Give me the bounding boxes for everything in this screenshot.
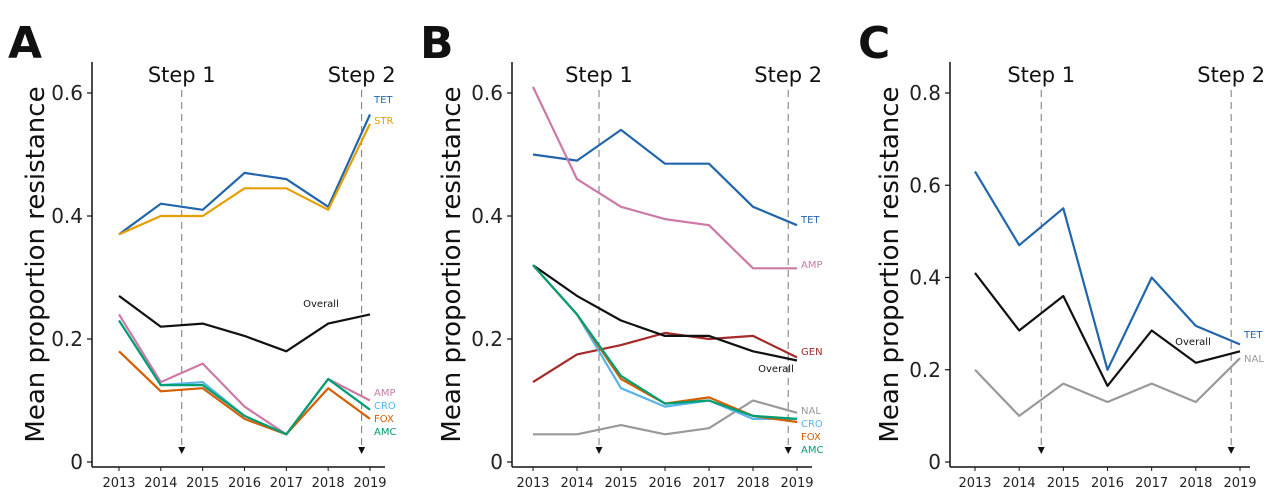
- x-tick-label: 2019: [780, 476, 813, 491]
- step-label: Step 2: [1197, 63, 1265, 87]
- x-tick-label: 2014: [560, 476, 593, 491]
- series-label-tet: TET: [800, 215, 820, 226]
- step-arrow: [178, 447, 186, 454]
- series-label-overall: Overall: [303, 299, 339, 310]
- panel-b: B Mean proportion resistance 0 0.2 0.4 0.6 201…: [420, 18, 823, 491]
- series-line-overall: [118, 295, 371, 353]
- x-tick-label: 2013: [516, 476, 549, 491]
- step-label: Step 1: [148, 63, 216, 87]
- series-label-fox: FOX: [374, 414, 394, 425]
- x-tick-label: 2016: [648, 476, 681, 491]
- x-tick-label: 2014: [144, 476, 177, 491]
- step-arrow: [595, 447, 603, 454]
- series-line-nal: [974, 357, 1241, 417]
- series-line-fox: [118, 350, 371, 436]
- series-label-nal: NAL: [1244, 354, 1264, 365]
- y-tick-label: 0: [490, 450, 503, 474]
- step-label: Step 2: [328, 63, 396, 87]
- x-tick-label: 2014: [1003, 476, 1036, 491]
- step-label: Step 2: [754, 63, 822, 87]
- series-label-cro: CRO: [374, 401, 396, 412]
- series-line-nal: [533, 399, 798, 436]
- panel-c: C Mean proportion resistance 0 0.2 0.4 0.6 0.8…: [858, 18, 1265, 491]
- step-arrow: [1037, 447, 1045, 454]
- series-label-overall: Overall: [758, 364, 794, 375]
- x-tick-label: 2015: [604, 476, 637, 491]
- y-tick-label: 0.6: [51, 81, 83, 105]
- series-line-amc: [118, 319, 371, 436]
- series-line-overall: [974, 272, 1241, 387]
- series-label-nal: NAL: [801, 406, 821, 417]
- series-label-gen: GEN: [801, 347, 823, 358]
- x-tick-label: 2013: [958, 476, 991, 491]
- y-axis-label: Mean proportion resistance: [875, 86, 905, 442]
- x-tick-label: 2018: [312, 476, 345, 491]
- x-tick-label: 2016: [1091, 476, 1124, 491]
- series-label-fox: FOX: [801, 432, 821, 443]
- series-label-amc: AMC: [801, 445, 823, 456]
- y-tick-label: 0.2: [909, 358, 941, 382]
- y-tick-label: 0.4: [51, 204, 83, 228]
- panel-letter: B: [420, 18, 454, 69]
- series-line-tet: [118, 114, 372, 236]
- y-tick-label: 0.4: [909, 266, 941, 290]
- y-tick-label: 0.2: [51, 327, 83, 351]
- y-tick-label: 0.4: [471, 204, 503, 228]
- x-tick-label: 2017: [270, 476, 303, 491]
- series-line-tet: [532, 128, 798, 227]
- series-line-amc: [532, 264, 798, 420]
- panel-letter: A: [8, 18, 42, 69]
- y-tick-label: 0: [928, 450, 941, 474]
- series-label-amp: AMP: [801, 260, 823, 271]
- series-line-tet: [974, 170, 1241, 371]
- series-label-tet: TET: [1243, 330, 1263, 341]
- x-tick-label: 2018: [1179, 476, 1212, 491]
- y-axis-label: Mean proportion resistance: [437, 86, 467, 442]
- series-label-str: STR: [374, 116, 393, 127]
- series-label-tet: TET: [373, 95, 393, 106]
- y-tick-label: 0.8: [909, 81, 941, 105]
- step-label: Step 1: [1007, 63, 1075, 87]
- x-tick-label: 2015: [186, 476, 219, 491]
- series-label-amp: AMP: [374, 388, 396, 399]
- y-axis-label: Mean proportion resistance: [21, 86, 51, 442]
- step-arrow: [358, 447, 366, 454]
- step-arrow: [784, 447, 792, 454]
- series-line-str: [118, 123, 371, 236]
- series-label-amc: AMC: [374, 427, 396, 438]
- x-tick-label: 2017: [1135, 476, 1168, 491]
- series-line-cro: [532, 264, 797, 420]
- x-tick-label: 2019: [1223, 476, 1256, 491]
- panel-letter: C: [858, 18, 890, 69]
- series-line-gen: [532, 331, 798, 384]
- panel-a: A Mean proportion resistance 0 0.2 0.4 0.6 201…: [8, 18, 396, 491]
- x-tick-label: 2015: [1047, 476, 1080, 491]
- series-label-overall: Overall: [1175, 337, 1211, 348]
- step-arrow: [1227, 447, 1235, 454]
- series-label-cro: CRO: [801, 419, 823, 430]
- series-line-amp: [532, 86, 797, 270]
- x-tick-label: 2013: [102, 476, 135, 491]
- y-tick-label: 0.6: [909, 173, 941, 197]
- series-line-overall: [532, 264, 798, 362]
- x-tick-label: 2016: [228, 476, 261, 491]
- y-tick-label: 0.6: [471, 81, 503, 105]
- x-tick-label: 2017: [692, 476, 725, 491]
- y-tick-label: 0: [70, 450, 83, 474]
- step-label: Step 1: [565, 63, 633, 87]
- x-tick-label: 2018: [736, 476, 769, 491]
- series-line-fox: [532, 264, 798, 424]
- x-tick-label: 2019: [353, 476, 386, 491]
- y-tick-label: 0.2: [471, 327, 503, 351]
